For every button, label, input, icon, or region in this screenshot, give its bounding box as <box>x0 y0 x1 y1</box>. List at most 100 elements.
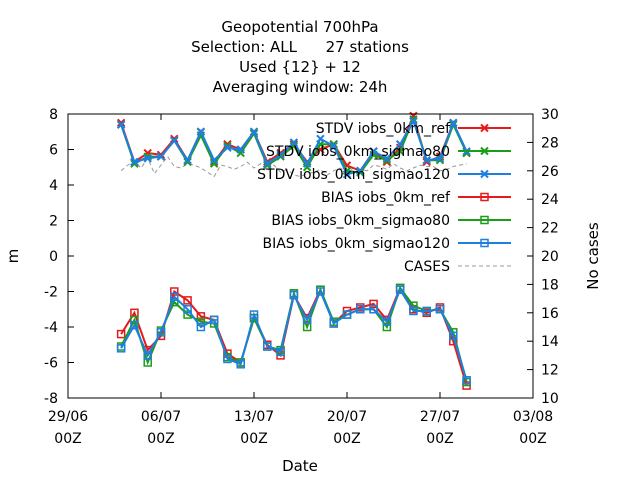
cases-layer <box>120 155 467 178</box>
x-tick-label: 27/07 <box>420 409 460 425</box>
legend-label-4: BIAS iobs_0km_ref <box>321 190 451 206</box>
data-point-stroke <box>170 134 179 144</box>
data-point-stroke <box>356 168 365 177</box>
data-point-stroke <box>116 118 126 128</box>
data-point-stroke <box>342 170 352 179</box>
data-point-stroke <box>263 159 272 168</box>
x-tick-label: 29/06 <box>48 409 88 425</box>
data-point <box>170 287 179 296</box>
data-point <box>329 141 338 151</box>
y2-tick-label: 12 <box>541 363 559 379</box>
data-point <box>422 155 431 165</box>
y-tick-label: 2 <box>49 214 58 230</box>
data-point-stroke <box>409 116 418 126</box>
data-point <box>369 147 378 156</box>
data-point <box>183 296 192 305</box>
data-point-stroke <box>329 139 338 149</box>
data-point <box>316 287 325 296</box>
data-point-stroke <box>395 147 405 156</box>
y2-tick-label: 22 <box>541 221 559 237</box>
data-point <box>356 168 365 177</box>
x-tick-label: 00Z <box>333 431 360 447</box>
data-point <box>462 376 471 385</box>
legend: STDV iobs_0km_ref STDV iobs_0km_sigmao80 S… <box>257 121 511 275</box>
y-tick-label: -2 <box>44 285 58 301</box>
x-tick-label: 00Z <box>519 431 546 447</box>
data-point-stroke <box>382 155 392 165</box>
data-point-stroke <box>302 159 312 168</box>
data-point-stroke <box>223 143 232 152</box>
y2-axis-label: No cases <box>584 222 602 290</box>
data-point <box>480 169 489 179</box>
data-point <box>130 320 139 330</box>
data-point-stroke <box>329 141 338 151</box>
legend-label-3: STDV iobs_0km_sigmao120 <box>257 167 450 183</box>
y2-tick-label: 14 <box>541 334 559 350</box>
y2-tick-label: 26 <box>541 164 559 180</box>
data-point <box>409 306 418 316</box>
data-point-stroke <box>276 150 285 160</box>
data-point-stroke <box>289 138 299 147</box>
legend-label-1: STDV iobs_0km_ref <box>316 121 451 137</box>
data-point <box>395 139 405 149</box>
data-point <box>382 154 392 163</box>
data-point <box>263 159 272 168</box>
y2-tick-label: 28 <box>541 135 559 151</box>
series-markers-3 <box>116 116 471 179</box>
data-point <box>422 306 431 316</box>
data-point <box>395 147 405 156</box>
data-point <box>236 360 245 369</box>
y2-tick-label: 18 <box>541 277 559 293</box>
data-point <box>480 146 489 156</box>
data-point <box>316 134 325 144</box>
data-point-stroke <box>356 166 365 176</box>
data-point <box>302 315 312 325</box>
x-tick-label: 13/07 <box>234 409 274 425</box>
y2-tick-label: 16 <box>541 306 559 322</box>
data-point <box>449 118 458 128</box>
y-tick-label: 6 <box>49 143 58 159</box>
x-tick-label: 00Z <box>54 431 81 447</box>
data-point <box>289 290 299 300</box>
y2-tick-label: 20 <box>541 249 559 265</box>
data-point-stroke <box>143 154 152 163</box>
x-axis-label: Date <box>282 457 318 475</box>
data-point <box>249 127 259 136</box>
data-point <box>435 305 445 314</box>
y-tick-label: -8 <box>44 391 58 407</box>
data-point <box>276 152 285 161</box>
y2-tick-label: 10 <box>541 391 559 407</box>
title-line-3: Used {12} + 12 <box>239 58 361 76</box>
data-point-stroke <box>223 141 232 151</box>
data-point-stroke <box>196 127 206 136</box>
data-point <box>369 299 378 309</box>
data-point-stroke <box>183 155 192 165</box>
data-point <box>449 331 458 341</box>
data-point <box>480 215 489 225</box>
data-point-stroke <box>382 154 392 163</box>
data-point <box>170 134 179 144</box>
x-tick-label: 06/07 <box>141 409 181 425</box>
data-point <box>196 312 206 321</box>
data-point <box>116 344 126 353</box>
data-point-stroke <box>435 155 445 165</box>
data-point <box>329 319 338 328</box>
title-line-1: Geopotential 700hPa <box>221 18 378 36</box>
data-point <box>480 123 489 133</box>
data-point-stroke <box>130 157 139 167</box>
data-point-stroke <box>480 123 489 133</box>
y-tick-label: -4 <box>44 320 58 336</box>
legend-label-7: CASES <box>404 259 450 275</box>
y-tick-label: -6 <box>44 356 58 372</box>
data-point <box>209 155 219 165</box>
data-point-stroke <box>449 118 458 128</box>
data-point <box>382 322 392 332</box>
x-tick-label: 00Z <box>240 431 267 447</box>
y-tick-label: 8 <box>49 107 58 123</box>
series-line-7 <box>120 155 467 178</box>
data-point-stroke <box>422 155 431 165</box>
y2-tick-label: 30 <box>541 107 559 123</box>
data-point <box>156 152 166 161</box>
data-point <box>369 305 378 314</box>
data-point <box>289 138 299 147</box>
